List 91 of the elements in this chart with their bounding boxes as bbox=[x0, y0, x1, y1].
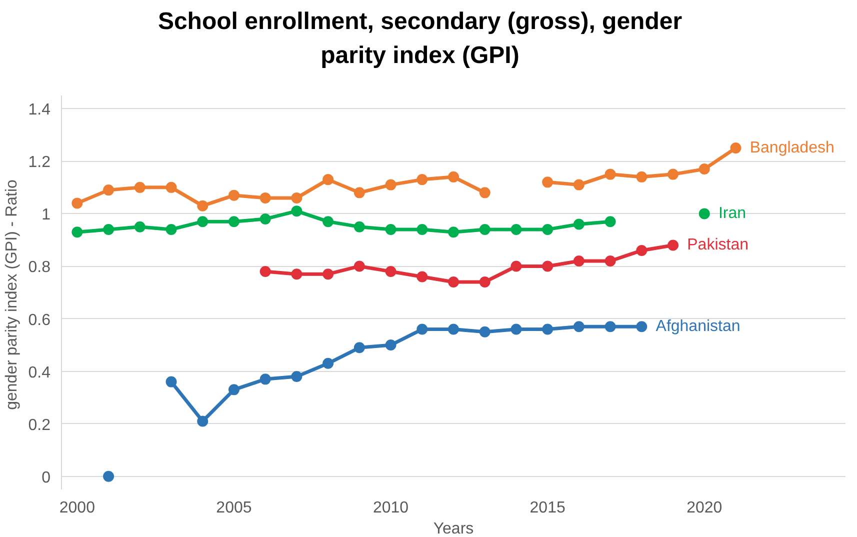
point bbox=[668, 240, 679, 251]
point bbox=[448, 324, 459, 335]
point bbox=[260, 192, 271, 204]
point bbox=[354, 342, 365, 354]
point bbox=[542, 260, 554, 272]
point bbox=[604, 168, 616, 180]
point bbox=[197, 216, 208, 228]
series-label: Afghanistan bbox=[656, 318, 740, 336]
point bbox=[260, 266, 271, 277]
point bbox=[260, 374, 271, 385]
point bbox=[573, 321, 584, 332]
x-tick-label: 2015 bbox=[530, 500, 566, 516]
chart-title: School enrollment, secondary (gross), gender parity index (GPI) bbox=[156, 7, 684, 72]
point bbox=[291, 192, 302, 204]
y-axis-title: gender parity index (GPI) - Ratio bbox=[3, 179, 20, 410]
series-label: Pakistan bbox=[687, 236, 749, 254]
point bbox=[103, 470, 114, 482]
y-tick-label: 0 bbox=[42, 469, 51, 486]
point bbox=[322, 268, 334, 280]
point bbox=[448, 276, 459, 288]
point bbox=[228, 190, 240, 201]
point bbox=[291, 371, 302, 382]
point bbox=[134, 182, 146, 193]
point bbox=[448, 171, 459, 182]
point bbox=[636, 171, 648, 182]
point bbox=[416, 271, 428, 282]
point bbox=[354, 260, 365, 272]
point bbox=[542, 224, 554, 235]
point bbox=[103, 224, 114, 235]
point bbox=[573, 255, 584, 266]
point bbox=[479, 187, 490, 198]
point bbox=[604, 321, 616, 332]
series-label: Iran bbox=[718, 205, 746, 222]
point bbox=[636, 244, 648, 256]
point bbox=[698, 208, 710, 220]
point bbox=[510, 324, 522, 335]
point bbox=[322, 358, 334, 369]
y-tick-label: 1 bbox=[42, 206, 51, 224]
point bbox=[604, 255, 616, 266]
point bbox=[636, 321, 648, 332]
point bbox=[260, 213, 271, 224]
y-tick-label: 1.2 bbox=[28, 154, 51, 172]
x-tick-label: 2010 bbox=[372, 500, 409, 516]
x-tick-label: 2020 bbox=[686, 500, 722, 516]
point bbox=[354, 221, 365, 232]
point bbox=[103, 184, 114, 196]
point bbox=[322, 216, 334, 228]
point bbox=[72, 198, 83, 209]
y-tick-label: 0.2 bbox=[28, 416, 51, 434]
point bbox=[166, 224, 177, 235]
point bbox=[604, 216, 616, 228]
point bbox=[573, 218, 584, 230]
point bbox=[385, 340, 396, 351]
point bbox=[542, 324, 554, 335]
y-tick-label: 0.4 bbox=[28, 364, 51, 382]
point bbox=[291, 206, 302, 217]
point bbox=[385, 266, 396, 277]
y-tick-label: 1.4 bbox=[28, 102, 51, 119]
point bbox=[479, 326, 490, 338]
point bbox=[166, 182, 177, 193]
point bbox=[479, 224, 490, 235]
x-axis-title: Years bbox=[433, 520, 474, 537]
point bbox=[228, 384, 240, 396]
point bbox=[416, 174, 428, 186]
series-label: Bangladesh bbox=[750, 140, 834, 157]
point bbox=[448, 226, 459, 238]
point bbox=[291, 268, 302, 280]
x-tick-label: 2005 bbox=[216, 500, 252, 516]
point bbox=[510, 224, 522, 235]
point bbox=[573, 179, 584, 190]
point bbox=[322, 174, 334, 186]
point bbox=[385, 179, 396, 190]
point bbox=[416, 224, 428, 235]
point bbox=[698, 164, 710, 175]
point bbox=[134, 221, 146, 232]
point bbox=[197, 200, 208, 212]
point bbox=[510, 260, 522, 272]
point bbox=[479, 276, 490, 288]
y-tick-label: 0.8 bbox=[28, 259, 51, 276]
point bbox=[416, 324, 428, 335]
point bbox=[197, 416, 208, 427]
point bbox=[228, 216, 240, 228]
y-tick-label: 0.6 bbox=[28, 312, 51, 329]
point bbox=[668, 168, 679, 180]
point bbox=[72, 226, 83, 238]
point bbox=[385, 224, 396, 235]
point bbox=[354, 187, 365, 198]
point bbox=[166, 376, 177, 388]
x-tick-label: 2000 bbox=[59, 500, 96, 516]
point bbox=[542, 176, 554, 188]
point bbox=[730, 142, 742, 154]
